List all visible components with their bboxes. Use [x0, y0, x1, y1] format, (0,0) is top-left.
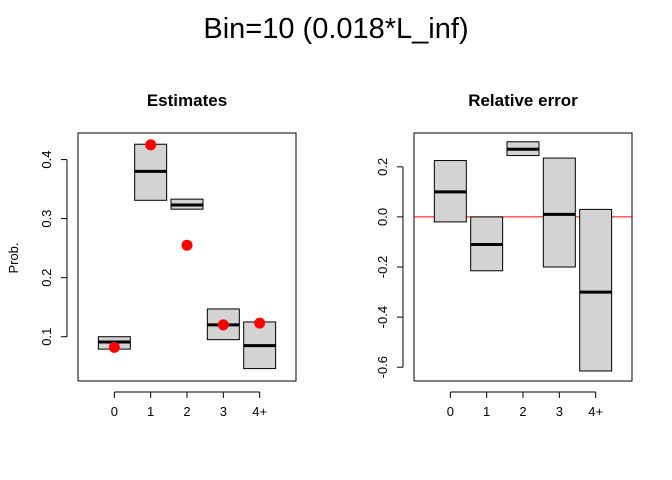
relative-error-y-tick-label: 0.0	[375, 208, 390, 226]
estimates-y-tick-label: 0.1	[39, 328, 54, 346]
relative-error-x-tick-label: 4+	[588, 404, 603, 419]
relative-error-box	[542, 157, 576, 268]
relative-error-y-tick-label: -0.6	[375, 356, 390, 378]
estimates-y-tick-label: 0.2	[39, 269, 54, 287]
estimates-point	[217, 319, 229, 331]
estimates-y-tick-label: 0.3	[39, 210, 54, 228]
estimates-point	[108, 341, 120, 353]
estimates-x-tick-label: 0	[111, 404, 118, 419]
relative-error-x-tick-label: 1	[483, 404, 490, 419]
estimates-x-tick-label: 1	[147, 404, 154, 419]
relative-error-y-tick-label: -0.4	[375, 306, 390, 328]
relative-error-panel: Relative error 0 1 2 3 4+ -0.6 -0.4 -0.2 0.0 0.2	[375, 91, 633, 419]
relative-error-y-tick-label: 0.2	[375, 158, 390, 176]
estimates-x-tick-label: 2	[183, 404, 190, 419]
main-title: Bin=10 (0.018*L_inf)	[203, 13, 468, 45]
relative-error-y-tick-label: -0.2	[375, 256, 390, 278]
estimates-point	[181, 239, 193, 251]
estimates-title: Estimates	[147, 91, 227, 110]
relative-error-x-tick-label: 0	[447, 404, 454, 419]
relative-error-box	[579, 208, 613, 372]
estimates-panel: Estimates Prob. 0 1 2 3 4+ 0.1 0.2 0.3 0.4	[6, 91, 297, 419]
relative-error-plot-frame	[413, 132, 633, 382]
estimates-x-tick-label: 3	[220, 404, 227, 419]
estimates-point	[254, 317, 266, 329]
estimates-y-axis-label: Prob.	[6, 242, 21, 273]
estimates-y-tick-label: 0.4	[39, 151, 54, 169]
estimates-point	[145, 139, 157, 151]
relative-error-x-tick-label: 2	[519, 404, 526, 419]
relative-error-title: Relative error	[468, 91, 578, 110]
relative-error-x-tick-label: 3	[556, 404, 563, 419]
estimates-x-tick-label: 4+	[252, 404, 267, 419]
estimates-plot-frame	[77, 132, 297, 382]
